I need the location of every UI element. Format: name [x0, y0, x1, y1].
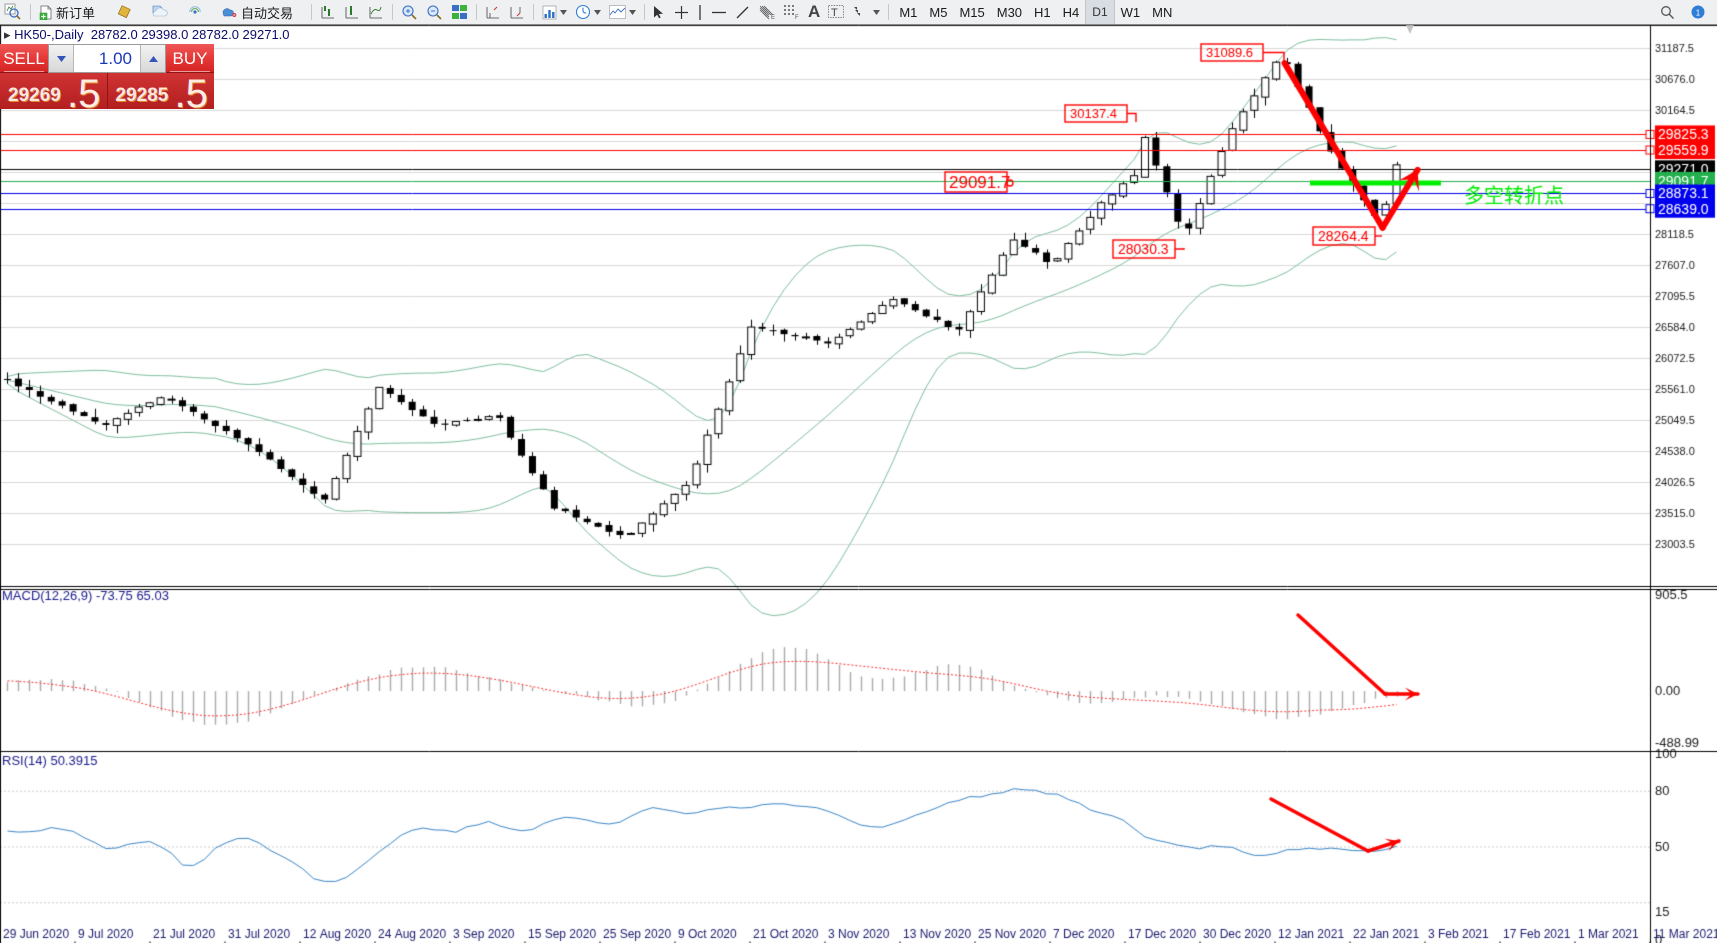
svg-text:E: E [771, 15, 775, 20]
svg-text:1: 1 [1696, 8, 1701, 17]
svg-text:T: T [831, 7, 838, 19]
svg-text:F: F [795, 15, 799, 20]
